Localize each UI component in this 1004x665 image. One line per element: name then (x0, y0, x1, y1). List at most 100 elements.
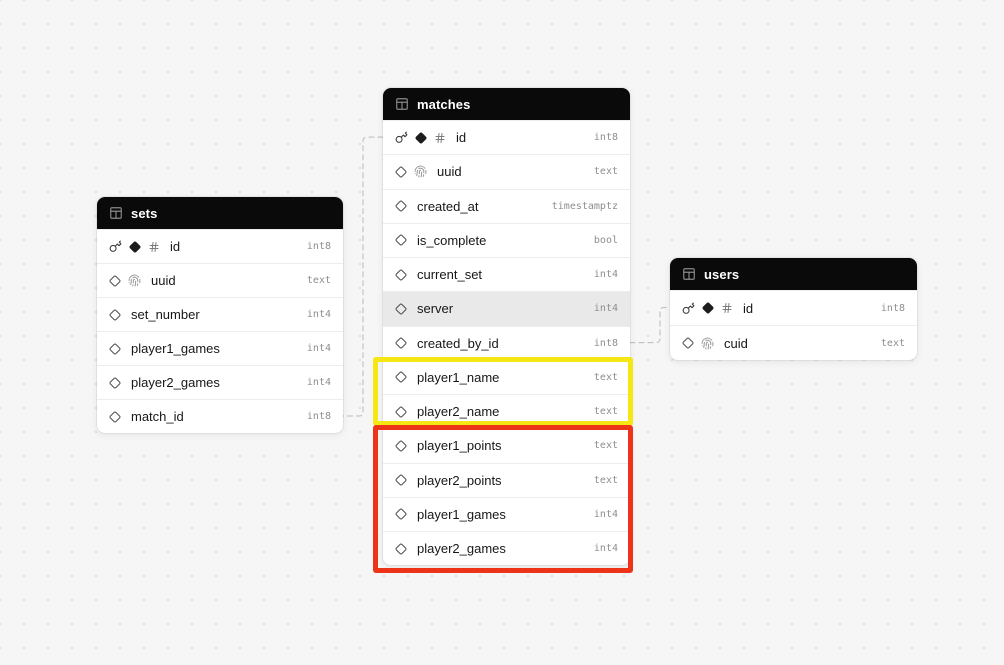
column-row[interactable]: cuid text (670, 325, 917, 360)
column-name: created_by_id (417, 335, 499, 351)
column-name: server (417, 301, 454, 317)
column-name: player2_games (131, 375, 220, 390)
column-row[interactable]: created_at timestamptz (383, 188, 630, 223)
column-type: text (593, 406, 618, 418)
fingerprint-icon (128, 274, 141, 287)
relationship-connector (629, 306, 671, 344)
column-row[interactable]: player2_games int4 (383, 531, 630, 565)
table-card-sets: sets id int8 uuid text set_number int4 player1_… (97, 197, 343, 433)
diamond-outline-icon (395, 406, 407, 418)
column-type: int4 (306, 309, 331, 320)
table-icon (682, 267, 696, 281)
column-name: uuid (437, 164, 462, 180)
key-icon (682, 302, 695, 315)
column-name: id (743, 300, 754, 316)
column-row[interactable]: server int4 (383, 291, 630, 326)
diamond-outline-icon (395, 371, 407, 383)
column-row[interactable]: player2_name text (383, 394, 630, 428)
diamond-filled-icon (702, 302, 714, 314)
table-icon (395, 97, 409, 111)
hash-icon (721, 302, 733, 314)
table-header[interactable]: users (670, 258, 917, 290)
column-row[interactable]: current_set int4 (383, 257, 630, 291)
diamond-filled-icon (415, 132, 427, 144)
column-row[interactable]: player1_name text (383, 359, 630, 394)
column-type: int4 (593, 508, 618, 520)
column-row[interactable]: player2_games int4 (97, 365, 343, 399)
column-name: id (456, 130, 467, 146)
hash-icon (148, 241, 160, 253)
column-type: int4 (593, 303, 618, 315)
diamond-outline-icon (395, 474, 407, 486)
table-title: matches (417, 96, 471, 112)
column-name: player1_games (417, 506, 506, 522)
table-card-matches: matches id int8 uuid text created_at timestamp… (383, 88, 630, 566)
diamond-outline-icon (395, 440, 407, 452)
diamond-outline-icon (109, 377, 121, 389)
column-row[interactable]: created_by_id int8 (383, 325, 630, 360)
column-name: player2_points (417, 472, 502, 488)
table-card-users: users id int8 cuid text (670, 258, 917, 360)
column-row[interactable]: player1_points text (383, 428, 630, 462)
fingerprint-icon (701, 337, 714, 350)
column-row[interactable]: uuid text (97, 263, 343, 297)
column-name: cuid (724, 335, 748, 351)
column-type: int4 (593, 269, 618, 281)
column-row[interactable]: set_number int4 (97, 297, 343, 331)
column-row[interactable]: player1_games int4 (383, 496, 630, 531)
column-row[interactable]: id int8 (670, 290, 917, 325)
column-row[interactable]: uuid text (383, 154, 630, 188)
column-type: int4 (593, 543, 618, 555)
column-name: created_at (417, 198, 479, 214)
column-row[interactable]: is_complete bool (383, 222, 630, 257)
column-type: text (306, 275, 331, 286)
hash-icon (434, 132, 446, 144)
diamond-outline-icon (109, 343, 121, 355)
column-type: int8 (306, 241, 331, 252)
column-type: int4 (306, 343, 331, 354)
diamond-outline-icon (395, 543, 407, 555)
column-name: player1_points (417, 438, 502, 454)
column-type: bool (593, 234, 618, 246)
table-title: users (704, 266, 740, 282)
table-icon (109, 206, 123, 220)
column-type: text (593, 166, 618, 178)
column-name: is_complete (417, 232, 487, 248)
fingerprint-icon (414, 165, 427, 178)
column-name: player1_name (417, 369, 500, 385)
relationship-connector (342, 136, 384, 417)
column-name: player1_games (131, 341, 220, 356)
diamond-outline-icon (395, 234, 407, 246)
key-icon (109, 240, 122, 253)
column-name: player2_games (417, 541, 506, 557)
column-row[interactable]: id int8 (97, 229, 343, 263)
column-name: set_number (131, 307, 200, 322)
column-row[interactable]: player2_points text (383, 462, 630, 497)
column-name: current_set (417, 267, 483, 283)
column-name: id (170, 239, 181, 254)
column-type: text (593, 474, 618, 486)
column-name: match_id (131, 409, 184, 424)
diamond-outline-icon (395, 269, 407, 281)
diamond-outline-icon (109, 309, 121, 321)
column-name: uuid (151, 273, 176, 288)
diamond-outline-icon (395, 166, 407, 178)
column-type: int4 (306, 377, 331, 388)
table-header[interactable]: sets (97, 197, 343, 229)
diamond-outline-icon (395, 508, 407, 520)
diamond-outline-icon (395, 200, 407, 212)
table-header[interactable]: matches (383, 88, 630, 120)
diamond-outline-icon (682, 337, 694, 349)
column-type: int8 (593, 337, 618, 349)
column-type: text (593, 371, 618, 383)
key-icon (395, 131, 408, 144)
column-row[interactable]: id int8 (383, 120, 630, 154)
diamond-filled-icon (129, 241, 141, 253)
column-type: int8 (306, 411, 331, 422)
column-type: text (593, 440, 618, 452)
diamond-outline-icon (109, 411, 121, 423)
column-row[interactable]: player1_games int4 (97, 331, 343, 365)
column-row[interactable]: match_id int8 (97, 399, 343, 433)
column-name: player2_name (417, 404, 500, 420)
